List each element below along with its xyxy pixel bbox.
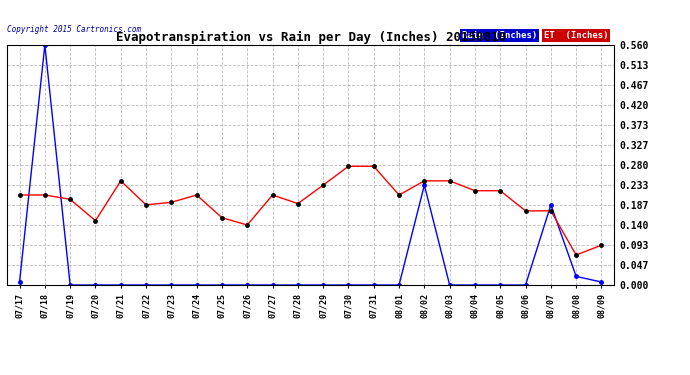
Title: Evapotranspiration vs Rain per Day (Inches) 20150810: Evapotranspiration vs Rain per Day (Inch… (115, 31, 506, 44)
Text: Copyright 2015 Cartronics.com: Copyright 2015 Cartronics.com (7, 25, 141, 34)
Text: Rain  (Inches): Rain (Inches) (462, 31, 538, 40)
Text: ET  (Inches): ET (Inches) (544, 31, 608, 40)
